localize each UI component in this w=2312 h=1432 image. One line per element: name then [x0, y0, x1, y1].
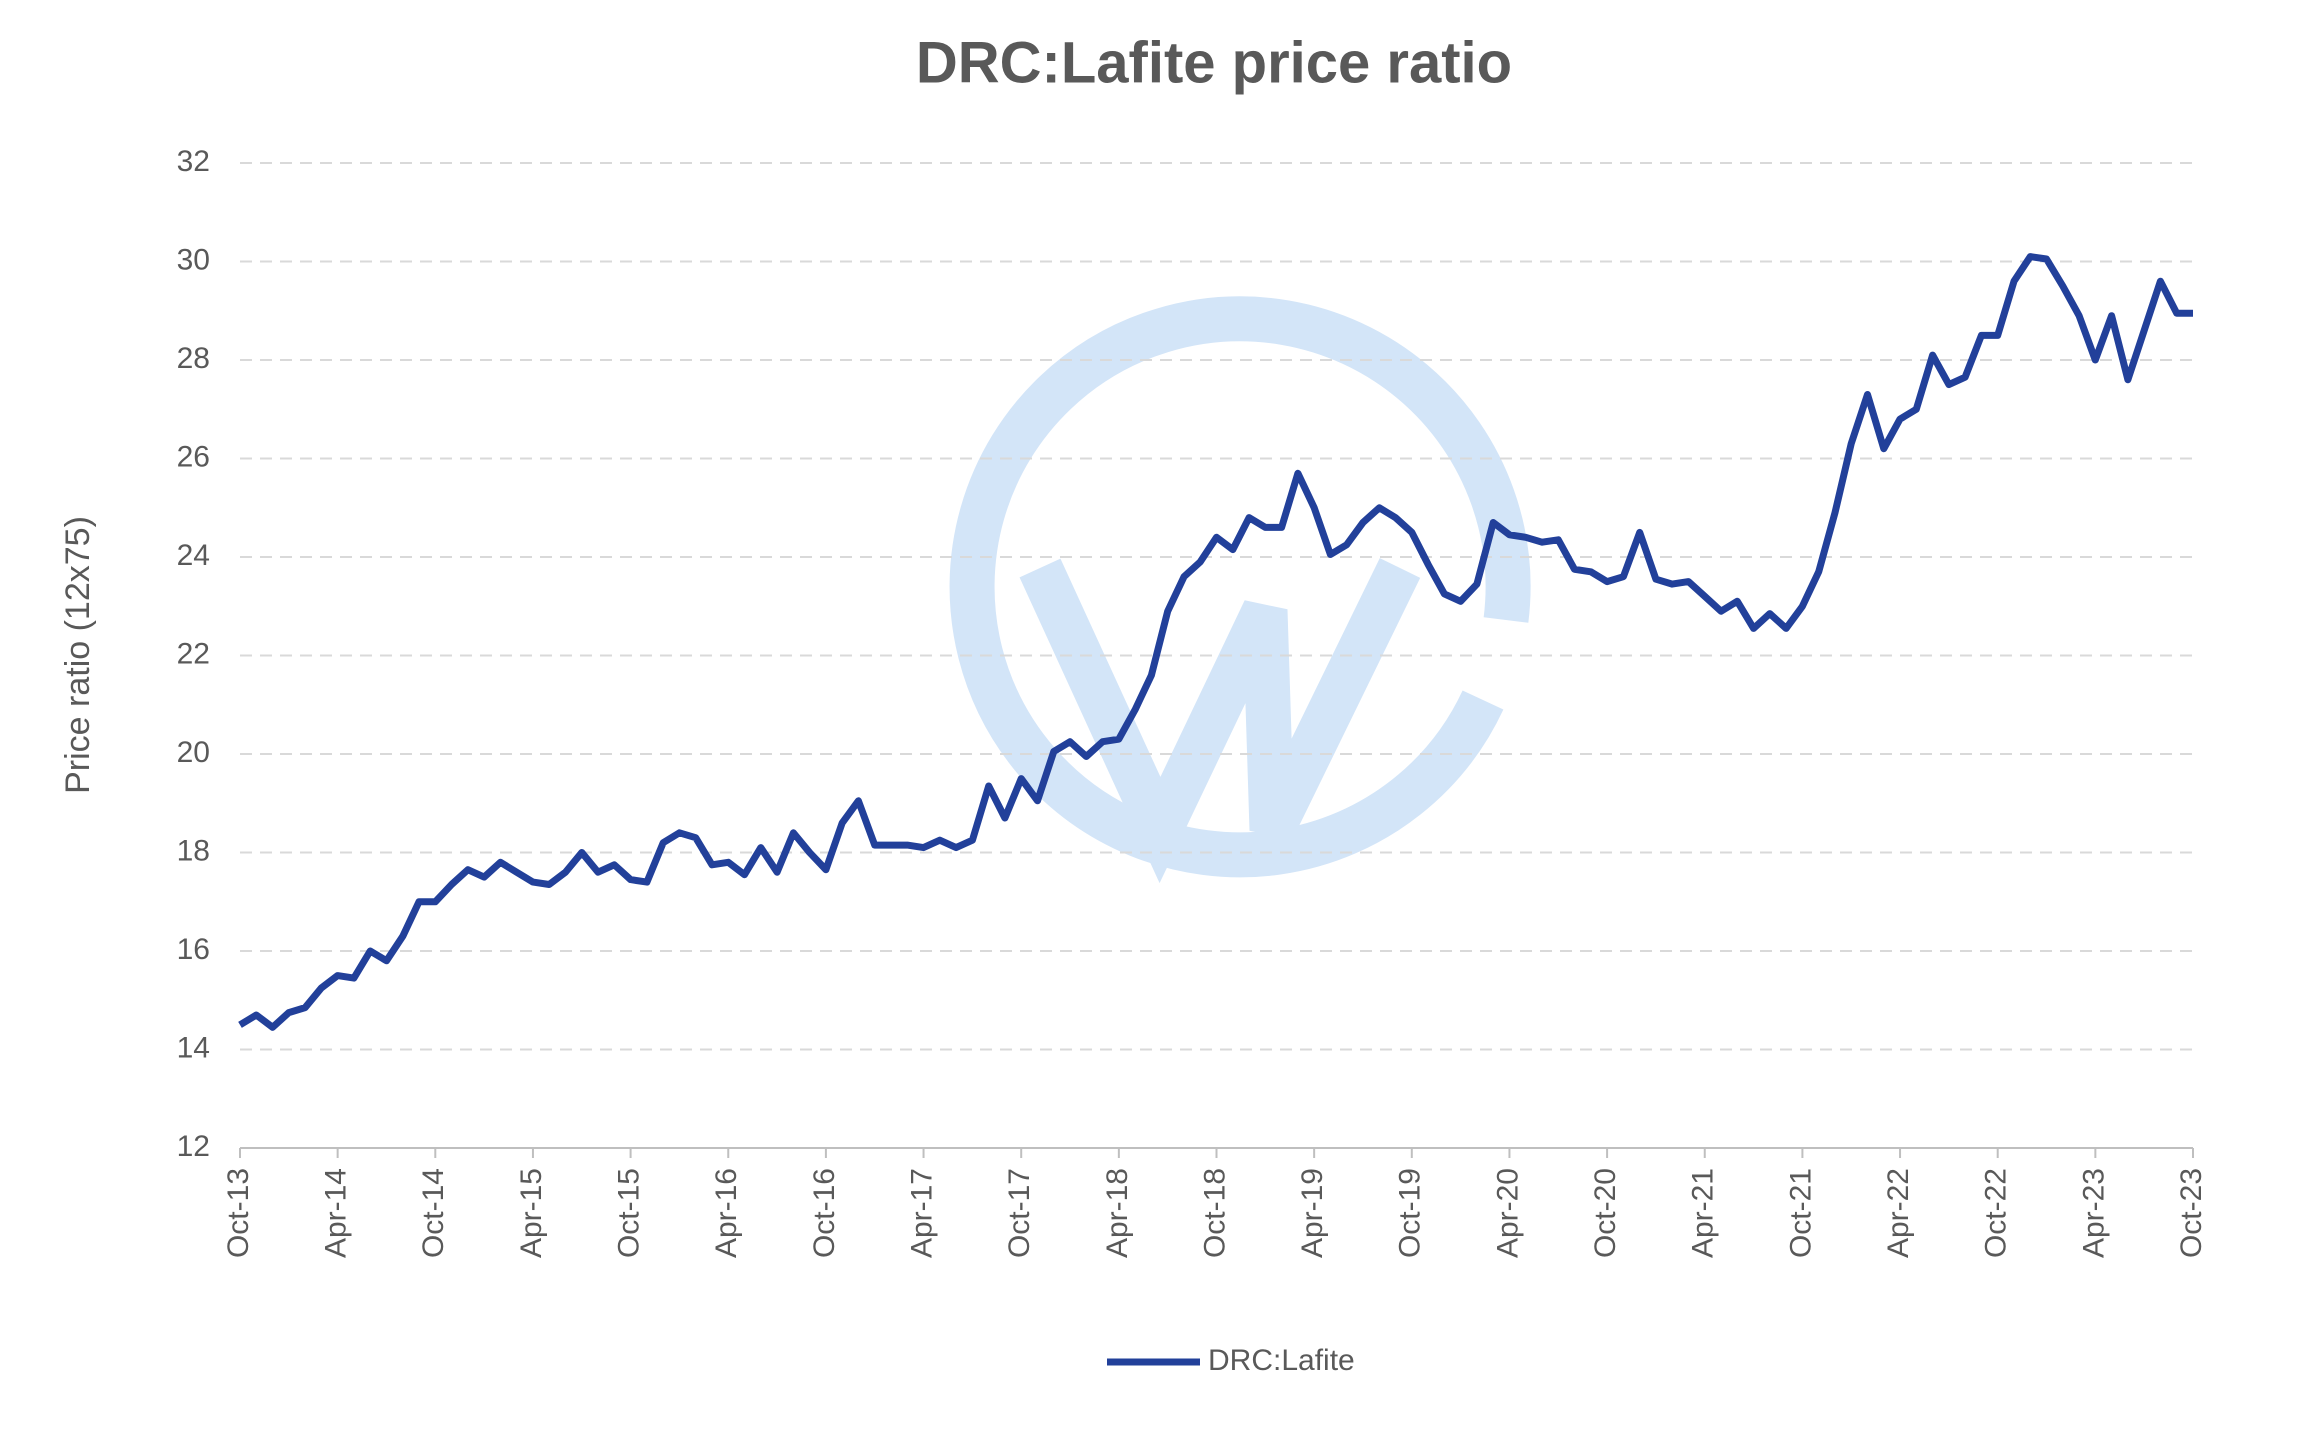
y-tick-label: 28: [177, 342, 210, 375]
x-tick-label: Apr-16: [710, 1168, 743, 1258]
x-tick-label: Oct-21: [1784, 1168, 1817, 1258]
x-tick-label: Apr-17: [905, 1168, 938, 1258]
x-tick-label: Oct-16: [808, 1168, 841, 1258]
x-tick-label: Apr-22: [1882, 1168, 1915, 1258]
y-tick-label: 12: [177, 1130, 210, 1163]
y-tick-label: 30: [177, 243, 210, 276]
x-tick-label: Oct-14: [417, 1168, 450, 1258]
x-tick-label: Apr-19: [1296, 1168, 1329, 1258]
x-tick-label: Oct-15: [613, 1168, 646, 1258]
data-line: [238, 253, 2193, 1031]
y-tick-label: 22: [177, 637, 210, 670]
watermark: [949, 296, 1531, 884]
x-tick-label: Apr-15: [515, 1168, 548, 1258]
x-tick-label: Oct-19: [1394, 1168, 1427, 1258]
y-tick-label: 16: [177, 933, 210, 966]
y-tick-label: 14: [177, 1031, 210, 1064]
y-tick-label: 32: [177, 145, 210, 178]
x-tick-label: Apr-21: [1687, 1168, 1720, 1258]
x-tick-label: Oct-18: [1198, 1168, 1231, 1258]
x-tick-label: Oct-13: [222, 1168, 255, 1258]
x-tick-label: Oct-23: [2175, 1168, 2208, 1258]
y-axis-label: Price ratio (12x75): [59, 516, 97, 794]
x-tick-label: Apr-20: [1491, 1168, 1524, 1258]
x-tick-label: Apr-18: [1101, 1168, 1134, 1258]
x-tick-label: Oct-22: [1980, 1168, 2013, 1258]
x-tick-label: Oct-17: [1003, 1168, 1036, 1258]
y-tick-label: 18: [177, 834, 210, 867]
x-tick-label: Apr-14: [320, 1168, 353, 1258]
y-tick-label: 26: [177, 440, 210, 473]
legend-label: DRC:Lafite: [1208, 1344, 1355, 1377]
y-tick-label: 20: [177, 736, 210, 769]
x-tick-label: Apr-23: [2077, 1168, 2110, 1258]
y-tick-label: 24: [177, 539, 210, 572]
chart-title: DRC:Lafite price ratio: [916, 30, 1512, 95]
x-tick-label: Oct-20: [1589, 1168, 1622, 1258]
